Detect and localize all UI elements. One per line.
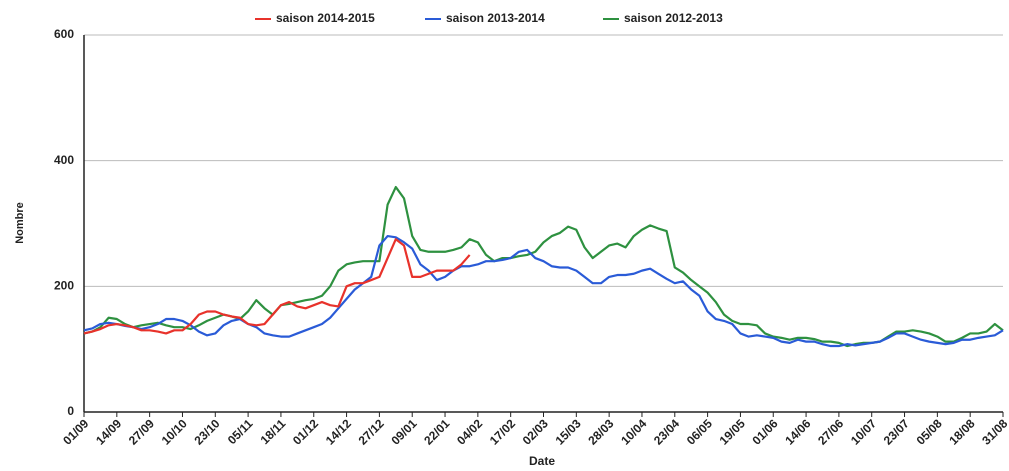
series-line — [83, 238, 471, 335]
x-tick-label: 05/08 — [914, 416, 945, 447]
x-tick-label: 22/01 — [421, 416, 452, 447]
x-tick-label: 01/09 — [60, 416, 91, 447]
x-tick-label: 02/03 — [520, 416, 551, 447]
x-tick-label: 23/10 — [192, 416, 223, 447]
legend-label: saison 2012-2013 — [624, 11, 723, 25]
x-tick-label: 14/06 — [782, 416, 813, 447]
y-axis-label: Nombre — [14, 202, 26, 244]
x-tick-label: 09/01 — [388, 416, 419, 447]
x-tick-label: 23/04 — [651, 416, 682, 447]
x-tick-label: 27/06 — [815, 416, 846, 447]
x-tick-label: 10/04 — [618, 416, 649, 447]
x-tick-label: 28/03 — [585, 416, 616, 447]
y-tick-label: 400 — [54, 153, 74, 167]
y-tick-label: 600 — [54, 27, 74, 41]
x-tick-label: 05/11 — [225, 416, 256, 447]
x-tick-label: 31/08 — [979, 416, 1009, 447]
x-tick-label: 18/08 — [946, 416, 977, 447]
series-line — [83, 185, 1004, 348]
x-tick-label: 06/05 — [684, 416, 715, 447]
x-tick-label: 18/11 — [258, 416, 289, 447]
x-tick-label: 17/02 — [487, 416, 518, 447]
y-tick-label: 200 — [54, 279, 74, 293]
x-tick-label: 14/09 — [93, 416, 124, 447]
x-tick-label: 14/12 — [323, 416, 354, 447]
legend-label: saison 2013-2014 — [446, 11, 545, 25]
x-tick-label: 01/06 — [749, 416, 780, 447]
x-tick-label: 27/12 — [356, 416, 387, 447]
x-tick-label: 27/09 — [126, 416, 157, 447]
y-tick-label: 0 — [67, 404, 74, 418]
x-axis-label: Date — [529, 454, 555, 468]
legend-label: saison 2014-2015 — [276, 11, 375, 25]
x-tick-label: 04/02 — [454, 416, 485, 447]
x-tick-label: 01/12 — [290, 416, 321, 447]
x-tick-label: 10/07 — [848, 416, 879, 447]
x-tick-label: 19/05 — [717, 416, 748, 447]
series-line — [83, 234, 1004, 348]
x-tick-label: 23/07 — [881, 416, 912, 447]
x-tick-label: 15/03 — [553, 416, 584, 447]
x-tick-label: 10/10 — [159, 416, 190, 447]
